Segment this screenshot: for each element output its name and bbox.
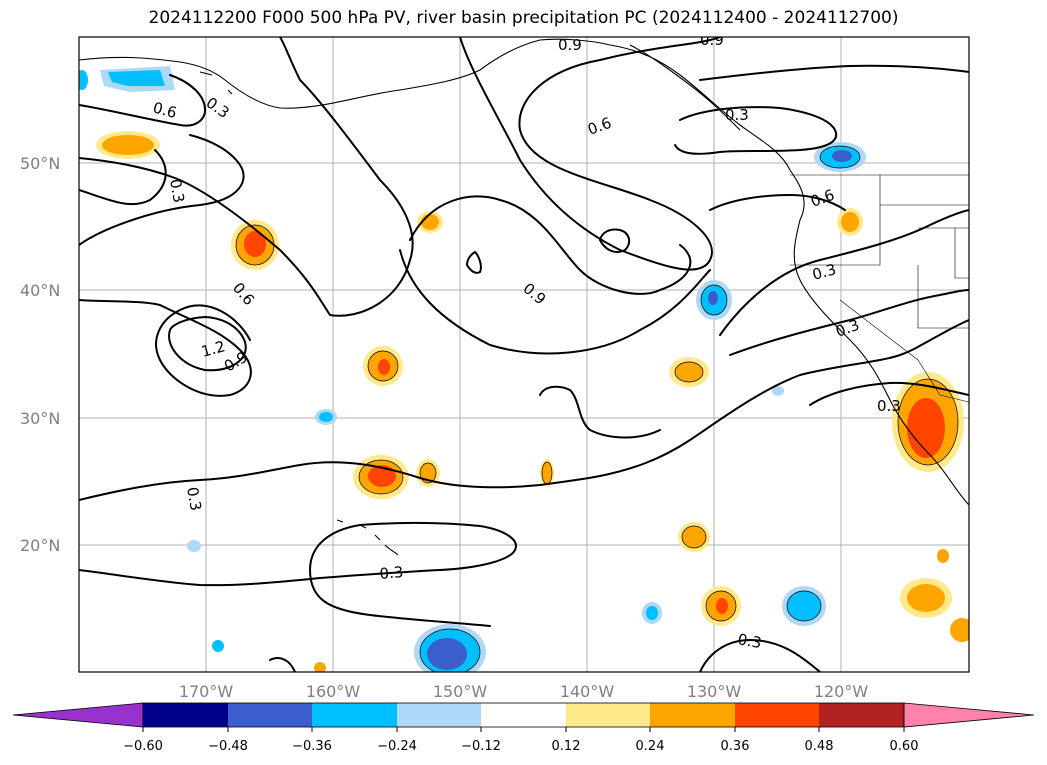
lon-label-160w: 160°W <box>306 682 361 701</box>
colorbar-tick-label: 0.24 <box>636 739 665 754</box>
colorbar-tick-label: 0.12 <box>552 739 581 754</box>
lat-label-30n: 30°N <box>20 409 60 428</box>
coastlines <box>79 38 969 556</box>
longitude-labels: 170°W 160°W 150°W 140°W 130°W 120°W <box>179 682 869 701</box>
lon-label-170w: 170°W <box>179 682 234 701</box>
colorbar-tick-label: −0.24 <box>377 739 417 754</box>
colorbar-tick-label: −0.48 <box>208 739 248 754</box>
patch-outlines <box>235 145 959 672</box>
contour-label: 0.6 <box>808 186 837 211</box>
contour-label: 0.9 <box>558 36 582 54</box>
colorbar-bin <box>143 703 228 727</box>
contour-label: 0.3 <box>736 630 763 652</box>
lat-label-50n: 50°N <box>20 154 60 173</box>
pv-contours <box>79 37 969 672</box>
colorbar-tick-label: 0.36 <box>721 739 750 754</box>
colorbar-frame <box>142 702 905 728</box>
lon-label-130w: 130°W <box>687 682 742 701</box>
colorbar-tick-label: −0.60 <box>123 739 163 754</box>
contour-label: 0.6 <box>585 114 614 139</box>
contour-label: 0.9 <box>700 31 724 49</box>
contour-label: 0.3 <box>203 94 233 122</box>
contour-label: 0.3 <box>725 106 749 124</box>
lat-label-20n: 20°N <box>20 536 60 555</box>
state-borders <box>790 174 969 403</box>
map-frame <box>78 36 970 673</box>
lat-label-40n: 40°N <box>20 281 60 300</box>
colorbar-bin <box>228 703 312 727</box>
contour-label: 0.3 <box>833 316 862 341</box>
contour-label: 0.6 <box>229 279 258 309</box>
colorbar-ticks <box>142 727 905 732</box>
colorbar-bin <box>481 703 566 727</box>
lon-label-120w: 120°W <box>814 682 869 701</box>
contour-label: 0.9 <box>519 279 549 308</box>
contour-label: 0.3 <box>877 397 901 415</box>
colorbar-bin <box>397 703 481 727</box>
precip-negative-patches <box>79 66 866 672</box>
contour-label: 0.6 <box>151 98 179 122</box>
contour-label: 0.3 <box>183 486 205 513</box>
contour-labels: 0.9 0.9 0.6 0.3 0.6 0.3 0.3 0.6 0.6 0.3 … <box>151 31 901 652</box>
lon-label-150w: 150°W <box>433 682 488 701</box>
contour-label: 0.3 <box>810 260 838 284</box>
colorbar-bin <box>566 703 650 727</box>
colorbar-tick-label: −0.12 <box>461 739 501 754</box>
colorbar-extend-left <box>12 702 144 728</box>
latitude-labels: 50°N 40°N 30°N 20°N <box>20 154 60 555</box>
colorbar-bin <box>650 703 735 727</box>
contour-label: 1.2 <box>199 337 227 361</box>
colorbar-extend-right <box>903 702 1035 728</box>
map-title: 2024112200 F000 500 hPa PV, river basin … <box>148 8 899 28</box>
precip-positive-patches <box>96 131 969 672</box>
lon-label-140w: 140°W <box>560 682 615 701</box>
colorbar: −0.60 −0.48 −0.36 −0.24 −0.12 0.12 0.24 … <box>12 702 1035 754</box>
colorbar-tick-label: −0.36 <box>292 739 332 754</box>
colorbar-tick-label: 0.60 <box>890 739 919 754</box>
colorbar-bin <box>312 703 397 727</box>
colorbar-tick-label: 0.48 <box>805 739 834 754</box>
contour-label: 0.3 <box>166 178 188 205</box>
contour-label: 0.3 <box>379 563 404 583</box>
map-area: 0.9 0.9 0.6 0.3 0.6 0.3 0.3 0.6 0.6 0.3 … <box>79 31 969 672</box>
colorbar-bin <box>735 703 819 727</box>
colorbar-bin <box>819 703 904 727</box>
